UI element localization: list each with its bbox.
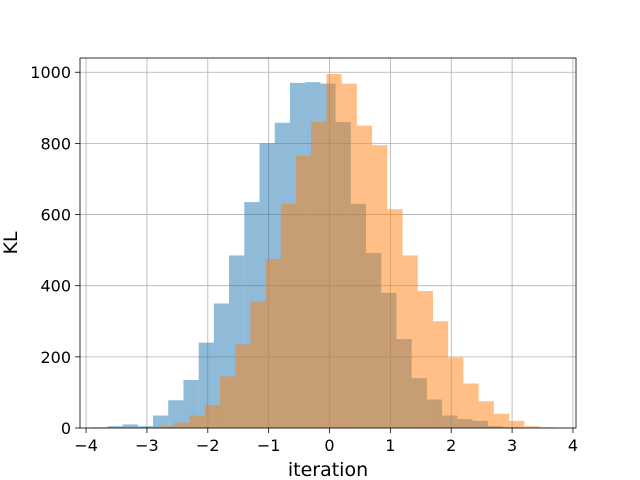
- x-tick-label: 1: [385, 436, 395, 455]
- histogram-bar-series-2: [524, 426, 540, 428]
- y-tick-label: 800: [40, 134, 71, 153]
- histogram-bar-series-2: [265, 259, 281, 428]
- y-tick-label: 200: [40, 348, 71, 367]
- x-tick-label: 3: [507, 436, 517, 455]
- histogram-bar-series-2: [311, 122, 327, 429]
- x-tick-label: −1: [257, 436, 281, 455]
- histogram-bar-series-2: [326, 74, 342, 428]
- histogram-bar-series-2: [174, 422, 190, 428]
- histogram-bar-series-2: [219, 376, 236, 428]
- x-tick-label: 4: [568, 436, 578, 455]
- histogram-bar-series-2: [280, 203, 297, 428]
- histogram-bar-series-2: [509, 420, 525, 428]
- histogram-bars: [92, 74, 555, 429]
- x-tick-label: 2: [446, 436, 456, 455]
- histogram-bar-series-2: [493, 413, 510, 428]
- histogram-bar-series-2: [250, 301, 266, 428]
- histogram-bar-series-2: [432, 321, 449, 428]
- y-axis-label: KL: [0, 231, 22, 254]
- histogram-bar-series-2: [387, 209, 403, 428]
- x-tick-label: 0: [324, 436, 334, 455]
- plot-frame: [79, 57, 577, 429]
- histogram-bar-series-2: [159, 426, 175, 428]
- x-tick-label: −2: [196, 436, 220, 455]
- histogram-bar-series-2: [448, 357, 464, 428]
- histogram-bar-series-2: [478, 401, 494, 428]
- y-tick-label: 600: [40, 206, 71, 225]
- y-tick-label: 400: [40, 277, 71, 296]
- histogram-bar-series-2: [204, 404, 220, 428]
- histogram-bar-series-1: [168, 400, 184, 428]
- histogram-bar-series-1: [137, 426, 154, 428]
- histogram-bar-series-2: [296, 155, 312, 428]
- axis-ticks: −4 −3 −2 −1 0 1 2 3 4 0 200 400 600 800 1000: [30, 63, 578, 455]
- x-tick-label: −3: [135, 436, 159, 455]
- histogram-bar-series-2: [341, 83, 357, 428]
- histogram-bar-series-2: [417, 291, 433, 428]
- histogram-bar-series-2: [463, 383, 479, 428]
- histogram-bar-series-2: [402, 255, 418, 428]
- y-tick-label: 0: [61, 419, 71, 438]
- x-tick-label: −4: [74, 436, 98, 455]
- y-tick-label: 1000: [30, 63, 71, 82]
- x-axis-label: iteration: [288, 459, 368, 480]
- histogram-bar-series-2: [372, 145, 388, 429]
- histogram-bar-series-1: [107, 426, 123, 428]
- histogram-bar-series-2: [356, 125, 373, 428]
- histogram-bar-series-2: [189, 415, 205, 428]
- histogram-bar-series-1: [153, 415, 169, 428]
- histogram-bar-series-1: [122, 424, 138, 428]
- histogram-bar-series-2: [235, 344, 251, 428]
